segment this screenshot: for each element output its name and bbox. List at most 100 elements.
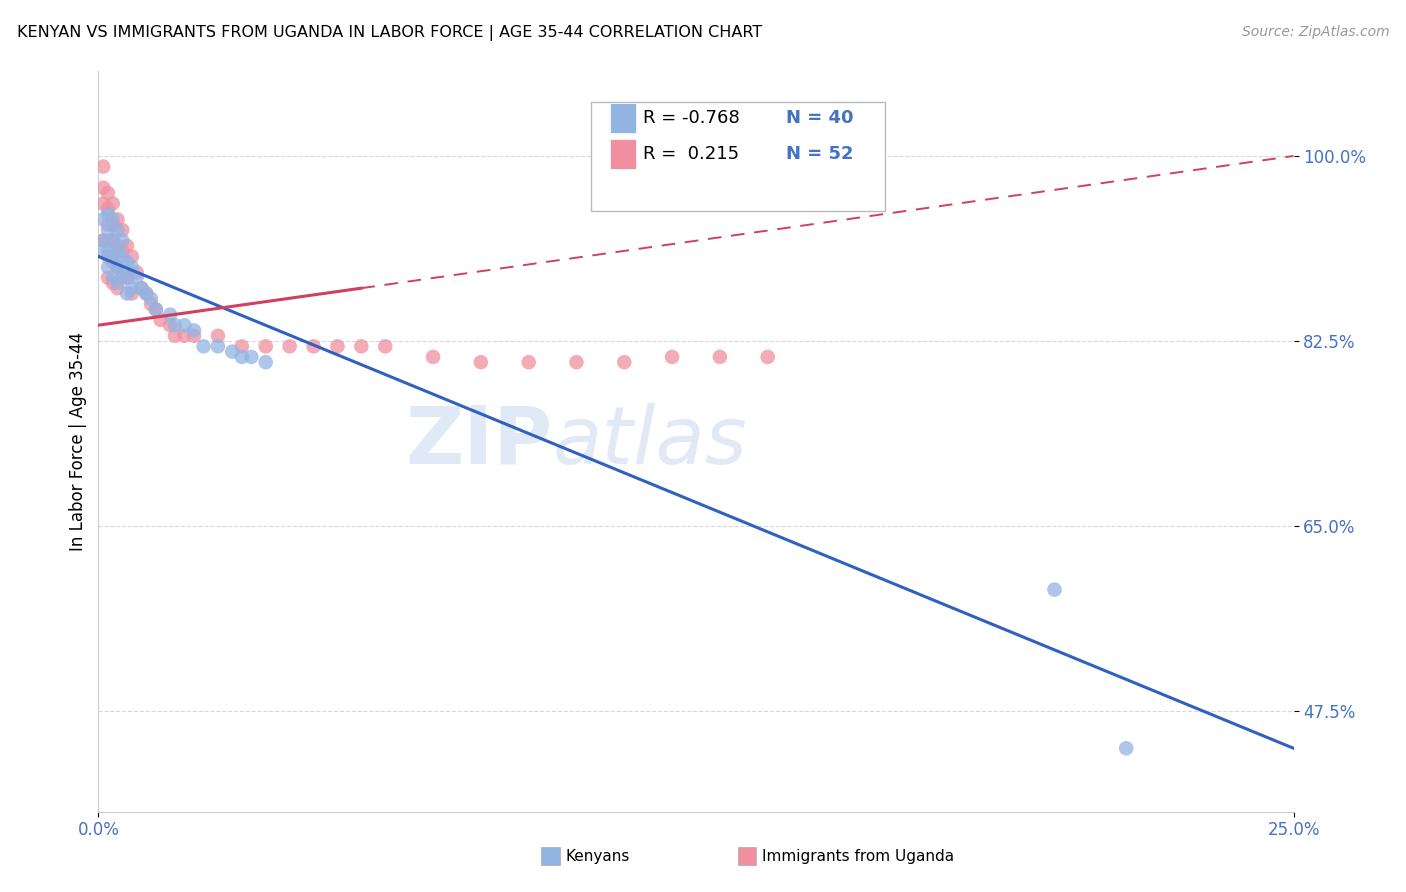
Text: R = -0.768: R = -0.768 xyxy=(644,109,740,127)
Point xyxy=(111,223,134,237)
Point xyxy=(125,265,148,279)
Point xyxy=(159,318,181,333)
Point xyxy=(97,202,120,216)
Point xyxy=(139,292,162,306)
Point xyxy=(107,212,129,227)
Point xyxy=(135,286,157,301)
Point xyxy=(121,260,143,274)
Point xyxy=(193,339,215,353)
Point xyxy=(115,270,138,285)
Point xyxy=(97,260,120,274)
Point xyxy=(756,350,779,364)
Point xyxy=(97,218,120,232)
Point xyxy=(173,328,195,343)
Text: N = 40: N = 40 xyxy=(786,109,853,127)
Point xyxy=(101,218,124,232)
Point xyxy=(91,234,114,248)
Point xyxy=(163,328,186,343)
Point xyxy=(221,344,243,359)
Point xyxy=(254,339,277,353)
Point xyxy=(107,276,129,290)
Point xyxy=(145,302,167,317)
Point xyxy=(661,350,683,364)
Point xyxy=(111,270,134,285)
Point xyxy=(326,339,349,353)
Point xyxy=(101,254,124,268)
Point xyxy=(111,234,134,248)
Point xyxy=(374,339,396,353)
Point xyxy=(565,355,588,369)
Point xyxy=(97,249,120,264)
Point xyxy=(115,270,138,285)
Point xyxy=(101,196,124,211)
Bar xyxy=(610,139,637,169)
Point xyxy=(350,339,373,353)
Point xyxy=(131,281,153,295)
Point xyxy=(149,313,172,327)
Point xyxy=(97,186,120,200)
Point xyxy=(121,286,143,301)
Point xyxy=(107,260,129,274)
Point xyxy=(135,286,157,301)
Point xyxy=(709,350,731,364)
Point xyxy=(115,254,138,268)
Point xyxy=(1115,741,1137,756)
Point xyxy=(183,324,205,338)
Point xyxy=(121,281,143,295)
Point xyxy=(422,350,444,364)
Point xyxy=(517,355,540,369)
Text: R =  0.215: R = 0.215 xyxy=(644,145,740,163)
Point xyxy=(240,350,263,364)
Text: N = 52: N = 52 xyxy=(786,145,853,163)
Point xyxy=(91,196,114,211)
Point xyxy=(97,244,120,259)
Point xyxy=(91,180,114,194)
Point xyxy=(115,286,138,301)
Point xyxy=(131,281,153,295)
Point xyxy=(145,302,167,317)
Point xyxy=(254,355,277,369)
Point xyxy=(613,355,636,369)
Point xyxy=(101,276,124,290)
Text: Immigrants from Uganda: Immigrants from Uganda xyxy=(762,849,955,863)
Text: Source: ZipAtlas.com: Source: ZipAtlas.com xyxy=(1241,25,1389,39)
Point xyxy=(207,328,229,343)
Point xyxy=(278,339,301,353)
Point xyxy=(302,339,325,353)
Text: atlas: atlas xyxy=(553,402,748,481)
Point xyxy=(107,244,129,259)
Point xyxy=(183,328,205,343)
Point xyxy=(101,270,124,285)
Point xyxy=(97,270,120,285)
Point xyxy=(107,281,129,295)
Text: KENYAN VS IMMIGRANTS FROM UGANDA IN LABOR FORCE | AGE 35-44 CORRELATION CHART: KENYAN VS IMMIGRANTS FROM UGANDA IN LABO… xyxy=(17,25,762,41)
Point xyxy=(101,212,124,227)
Point xyxy=(207,339,229,353)
Point xyxy=(91,234,114,248)
Y-axis label: In Labor Force | Age 35-44: In Labor Force | Age 35-44 xyxy=(69,332,87,551)
Point xyxy=(115,239,138,253)
Point xyxy=(111,249,134,264)
Point xyxy=(101,234,124,248)
Point xyxy=(470,355,492,369)
Text: ZIP: ZIP xyxy=(405,402,553,481)
Point xyxy=(107,260,129,274)
Point xyxy=(97,234,120,248)
Point xyxy=(107,223,129,237)
Point xyxy=(97,207,120,221)
Bar xyxy=(610,103,637,133)
Point xyxy=(159,308,181,322)
Point xyxy=(107,239,129,253)
FancyBboxPatch shape xyxy=(591,103,884,211)
Point xyxy=(125,270,148,285)
Text: Kenyans: Kenyans xyxy=(565,849,630,863)
Point xyxy=(97,223,120,237)
Point xyxy=(101,234,124,248)
Point xyxy=(231,339,253,353)
Point xyxy=(111,244,134,259)
Point xyxy=(121,249,143,264)
Point xyxy=(231,350,253,364)
Point xyxy=(91,244,114,259)
Point xyxy=(101,249,124,264)
Point xyxy=(139,297,162,311)
